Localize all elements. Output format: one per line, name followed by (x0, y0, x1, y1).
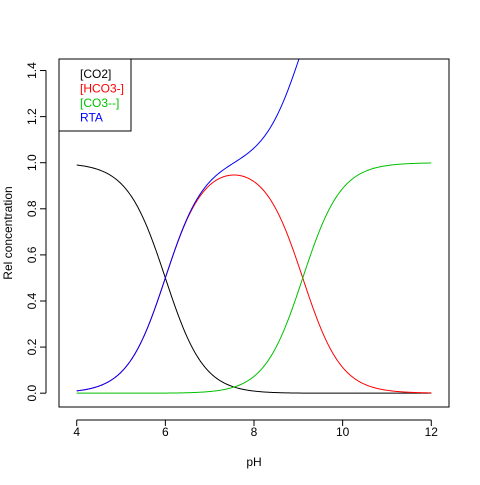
x-tick-label: 10 (336, 425, 350, 439)
y-tick-label: 0.0 (25, 385, 39, 402)
y-tick-label: 0.2 (25, 338, 39, 355)
x-tick-label: 6 (162, 425, 169, 439)
legend-entry-rta: RTA (80, 111, 103, 125)
series-line-co3 (76, 162, 432, 394)
y-tick-label: 0.6 (25, 246, 39, 263)
x-tick-label: 8 (251, 425, 258, 439)
y-tick-label: 0.4 (25, 292, 39, 309)
y-tick-label: 1.0 (25, 154, 39, 171)
y-axis-label: Rel concentration (1, 186, 15, 279)
x-axis-label: pH (246, 455, 261, 469)
legend-box (58, 58, 132, 132)
legend-entry-co3: [CO3--] (80, 96, 119, 110)
series-lines (76, 59, 432, 394)
plot-area: 4 6 8 10 12 0.0 0.2 0.4 0.6 0.8 1.0 1.2 1.4 pH Rel con… (1, 58, 450, 469)
legend-entry-co2: [CO2] (80, 67, 111, 81)
legend-entry-hco3: [HCO3-] (80, 82, 124, 96)
y-tick-label: 1.2 (25, 108, 39, 125)
series-line-co2 (76, 164, 432, 394)
x-tick-label: 4 (73, 425, 80, 439)
legend: [CO2][HCO3-][CO3--]RTA (58, 58, 132, 132)
y-axis: 0.0 0.2 0.4 0.6 0.8 1.0 1.2 1.4 (25, 62, 47, 402)
plot-frame (58, 58, 450, 408)
x-tick-label: 12 (425, 425, 439, 439)
series-line-rta (76, 59, 300, 392)
y-tick-label: 0.8 (25, 200, 39, 217)
y-tick-label: 1.4 (25, 62, 39, 79)
series-line-hco3 (76, 174, 432, 394)
x-axis: 4 6 8 10 12 (73, 419, 439, 439)
